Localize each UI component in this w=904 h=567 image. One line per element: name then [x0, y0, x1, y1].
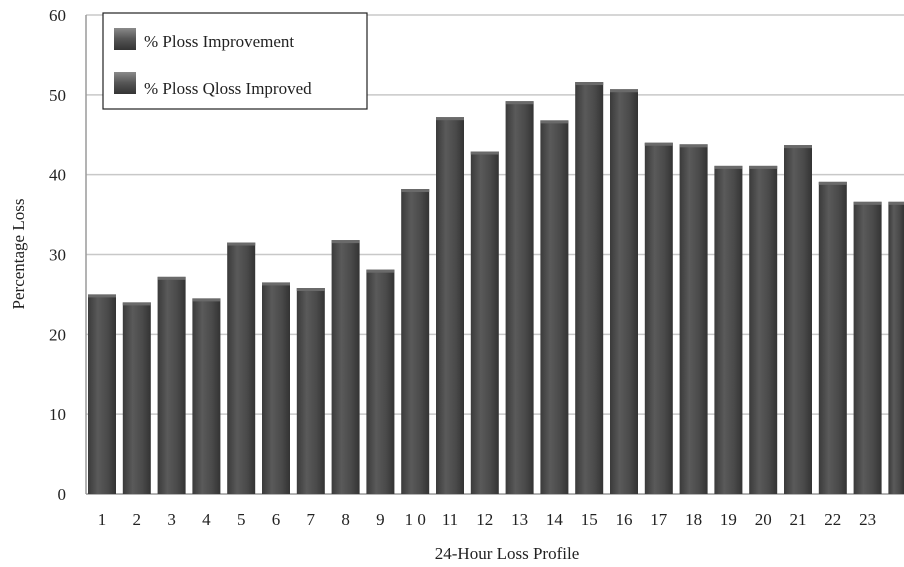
x-tick-label: 16 [616, 510, 633, 529]
bar [192, 298, 221, 494]
bar-top [296, 288, 325, 292]
bar-top [644, 142, 673, 146]
bar-top [122, 302, 151, 306]
x-axis-title: 24-Hour Loss Profile [435, 544, 579, 563]
x-tick-label: 13 [511, 510, 528, 529]
bar-top [749, 165, 778, 169]
y-tick-label: 20 [49, 325, 66, 344]
bar [784, 145, 812, 494]
legend-box [102, 12, 368, 110]
bar [644, 142, 673, 494]
bar-top [157, 276, 186, 280]
bar-top [505, 101, 534, 105]
bar [610, 89, 638, 495]
x-tick-label: 23 [859, 510, 876, 529]
x-tick-label: 18 [685, 510, 702, 529]
bar-top [401, 189, 430, 193]
x-tick-label: 1 0 [405, 510, 426, 529]
legend-swatch [114, 72, 136, 94]
bar [296, 288, 325, 494]
y-tick-labels: 0 10 20 30 40 50 60 [49, 6, 66, 504]
legend: % Ploss Improvement % Ploss Qloss Improv… [102, 12, 368, 110]
x-tick-label: 9 [376, 510, 385, 529]
x-tick-label: 17 [650, 510, 668, 529]
x-tick-label: 20 [755, 510, 772, 529]
bar-top [575, 82, 604, 86]
bar [749, 165, 778, 494]
bar [818, 181, 847, 494]
y-tick-label: 30 [49, 246, 66, 265]
bar [436, 117, 464, 494]
bar-top [540, 120, 569, 124]
x-tick-label: 1 [98, 510, 107, 529]
bar-top [88, 294, 116, 298]
bar-top [366, 269, 395, 273]
bar-top [679, 144, 708, 148]
legend-swatch [114, 28, 136, 50]
bar [853, 201, 882, 494]
bar [575, 82, 604, 494]
x-tick-label: 14 [546, 510, 564, 529]
legend-label: % Ploss Qloss Improved [144, 79, 312, 98]
bar-top [888, 201, 904, 205]
bar [505, 101, 534, 494]
y-tick-label: 0 [58, 485, 67, 504]
x-tick-label: 21 [790, 510, 807, 529]
bar [366, 269, 395, 494]
x-tick-label: 15 [581, 510, 598, 529]
x-tick-label: 2 [133, 510, 142, 529]
bar-top [610, 89, 638, 93]
bar [88, 294, 116, 494]
bar [470, 151, 499, 494]
bar [679, 144, 708, 494]
bar [714, 165, 743, 494]
bar-top [714, 165, 743, 169]
bar-top [436, 117, 464, 121]
bar [227, 242, 256, 494]
bar-top [331, 240, 360, 244]
bar [157, 276, 186, 494]
x-tick-label: 22 [824, 510, 841, 529]
bars [88, 82, 904, 495]
x-tick-label: 6 [272, 510, 281, 529]
y-tick-label: 60 [49, 6, 66, 25]
bar [122, 302, 151, 494]
x-tick-label: 3 [167, 510, 176, 529]
x-tick-label: 5 [237, 510, 246, 529]
bar [331, 240, 360, 494]
x-tick-label: 19 [720, 510, 737, 529]
bar [401, 189, 430, 494]
bar-top [262, 282, 290, 286]
bar [888, 201, 904, 494]
x-tick-label: 4 [202, 510, 211, 529]
bar-top [818, 181, 847, 185]
bar-top [853, 201, 882, 205]
x-tick-label: 11 [442, 510, 458, 529]
bar [540, 120, 569, 494]
legend-label: % Ploss Improvement [144, 32, 294, 51]
bar-top [470, 151, 499, 155]
y-axis-title: Percentage Loss [9, 199, 28, 310]
y-tick-label: 40 [49, 166, 66, 185]
x-tick-label: 12 [476, 510, 493, 529]
bar-top [192, 298, 221, 302]
y-tick-label: 10 [49, 405, 66, 424]
x-tick-label: 8 [341, 510, 350, 529]
x-tick-label: 7 [307, 510, 316, 529]
bar-top [784, 145, 812, 149]
bar-top [227, 242, 256, 246]
y-tick-label: 50 [49, 86, 66, 105]
bar [262, 282, 290, 494]
